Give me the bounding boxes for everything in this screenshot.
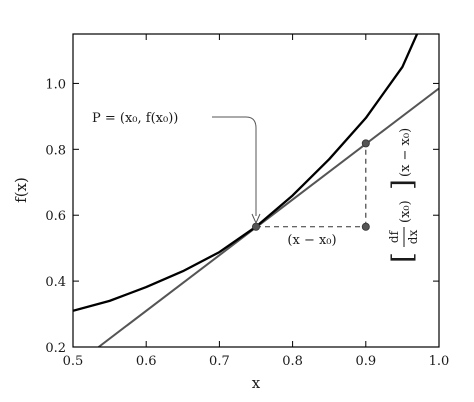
- point-tangent-end: [361, 139, 370, 148]
- derivative-bracket-right: ]: [386, 179, 419, 190]
- plot-frame: [72, 33, 440, 348]
- tangent-line: [98, 87, 439, 347]
- x-tick-label: 0.8: [282, 354, 303, 369]
- callout-arrow-head: [251, 213, 261, 225]
- derivative-bracket-left: [: [386, 252, 419, 263]
- x-tick-label: 1.0: [429, 354, 450, 369]
- y-tick-label: 0.6: [45, 209, 66, 224]
- x-tick-label: 0.7: [209, 354, 230, 369]
- ticks: [72, 34, 440, 348]
- y-tick-label: 0.2: [45, 341, 66, 356]
- tick-labels: 0.5 0.6 0.7 0.8 0.9 1.0 0.2 0.4 0.6 0.8 1.0: [45, 77, 449, 369]
- x-axis-label: x: [252, 374, 261, 392]
- derivative-label: [ df dx (x₀) ] (x − x₀): [386, 128, 420, 263]
- derivative-numerator: df: [387, 229, 401, 243]
- x-tick-label: 0.9: [355, 354, 376, 369]
- x-tick-label: 0.5: [63, 354, 84, 369]
- callout-arrow: [212, 116, 257, 216]
- y-axis-label: f(x): [12, 177, 30, 203]
- point-dx-end: [361, 222, 370, 231]
- dx-label: (x − x₀): [287, 233, 336, 248]
- point-p-label: P = (x₀, f(x₀)): [92, 111, 178, 126]
- plot-area: [73, 34, 439, 347]
- plot-content: [73, 34, 439, 347]
- derivative-argument: (x₀): [398, 200, 413, 223]
- derivative-denominator: dx: [406, 230, 420, 245]
- y-tick-label: 0.8: [45, 143, 66, 158]
- derivative-dx-factor: (x − x₀): [398, 128, 413, 177]
- y-tick-label: 0.4: [45, 275, 66, 290]
- x-tick-label: 0.6: [136, 354, 157, 369]
- y-tick-label: 1.0: [45, 77, 66, 92]
